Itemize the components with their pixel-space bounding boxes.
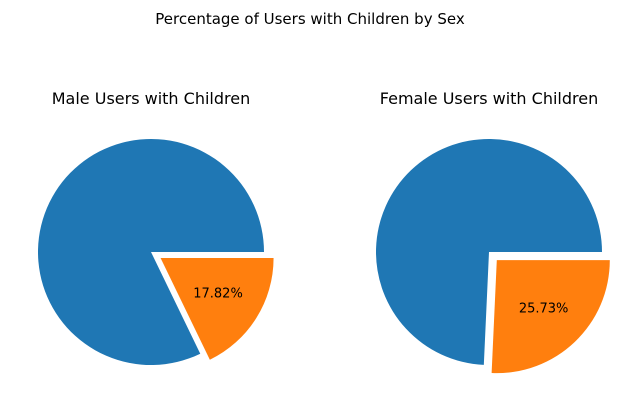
- male-pie-slice-0: [38, 138, 265, 366]
- female-pie-slice-1: [491, 260, 610, 374]
- male-chart-title: Male Users with Children: [52, 89, 250, 108]
- male-slice-label-1: 17.82%: [193, 287, 243, 302]
- female-pie-slices: 25.73%: [376, 139, 610, 374]
- female-slice-label-1: 25.73%: [519, 302, 569, 317]
- male-pie-slices: 17.82%: [38, 138, 274, 366]
- female-chart-title: Female Users with Children: [380, 89, 598, 108]
- male-pie-slice-1: [160, 258, 274, 360]
- figure-title: Percentage of Users with Children by Sex: [155, 10, 465, 28]
- female-pie-slice-0: [376, 139, 602, 365]
- male-pie-chart: Male Users with Children 17.82%: [38, 89, 274, 366]
- female-pie-chart: Female Users with Children 25.73%: [376, 89, 610, 374]
